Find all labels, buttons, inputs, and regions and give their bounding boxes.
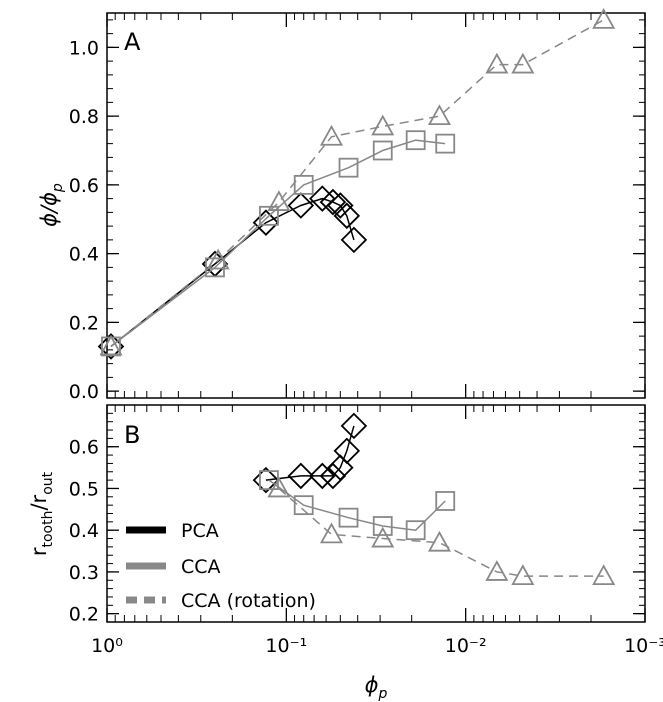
panel-b-line-pca [265, 425, 355, 481]
legend-label-cca: CCA [181, 556, 221, 578]
y-tick-label: 0.4 [69, 244, 99, 266]
y-tick-label: 0.2 [69, 312, 99, 334]
panel-a-series [97, 8, 616, 360]
panel-a-point-cca-rotation [427, 104, 451, 126]
y-tick-label: 0.6 [69, 437, 99, 459]
panel-a-line-pca [110, 197, 355, 347]
panel-b-ticks: 0.2 0.3 0.4 0.5 0.6 10⁰ 10⁻¹ 10⁻² 10⁻³ [69, 404, 663, 657]
panel-a-letter: A [124, 28, 141, 56]
panel-a-point-cca-rotation [592, 8, 616, 29]
panel-b-point-cca-rotation [511, 564, 535, 585]
panel-a-point-pca [327, 192, 354, 219]
panel-b-point-pca [340, 412, 368, 440]
panel-b-point-cca [435, 491, 456, 511]
panel-a-ylabel: ϕ/ϕp [37, 183, 66, 227]
panel-b-ylabel-num: r [27, 547, 51, 556]
panel-b-ylabel-den-sub: out [40, 471, 56, 494]
panel-b-point-pca [287, 462, 315, 490]
panel-a-point-cca-rotation [206, 248, 230, 270]
xlabel-main: ϕ [365, 673, 379, 697]
panel-a-point-cca [405, 130, 426, 151]
panel-a-point-pca [309, 185, 336, 212]
panel-a-ylabel-main: ϕ/ϕ [37, 192, 61, 227]
panel-b-letter: B [124, 421, 140, 449]
panel-b-point-pca [333, 437, 361, 465]
panel-b-point-cca-rotation [592, 564, 616, 585]
y-tick-label: 1.0 [69, 37, 99, 59]
panel-a-point-pca [287, 192, 315, 219]
y-tick-label: 0.8 [69, 106, 99, 128]
y-tick-label: 0.2 [69, 604, 99, 626]
panel-b-ylabel: rtooth/rout [27, 471, 56, 556]
panel-a-point-cca [259, 205, 279, 226]
panel-b-point-cca [338, 507, 359, 528]
x-tick-label: 10⁻³ [624, 635, 663, 657]
panel-b-point-pca [252, 466, 280, 494]
y-tick-label: 0.5 [69, 478, 99, 500]
panel-a-frame [106, 12, 646, 399]
panel-b-point-cca [405, 520, 426, 541]
panel-a-line-cca [110, 139, 446, 347]
legend-label-cca-rotation: CCA (rotation) [181, 590, 316, 612]
legend-label-pca: PCA [181, 520, 219, 542]
panel-a-point-cca-rotation [267, 190, 291, 211]
panel-b-point-cca [372, 516, 393, 536]
xlabel: ϕp [365, 673, 388, 702]
panel-b-point-pca [309, 462, 336, 490]
panel-b-point-cca-rotation [319, 522, 344, 544]
panel-a-point-cca [293, 174, 314, 195]
panel-a-ticks: 0.0 0.2 0.4 0.6 0.8 1.0 [69, 13, 646, 403]
panel-a-line-cca-rotation [110, 19, 605, 347]
panel-b-line-cca [268, 479, 446, 531]
panel-b-series [252, 412, 616, 585]
panel-b-point-cca-rotation [427, 530, 451, 552]
panel-a-point-cca-rotation [485, 52, 509, 74]
panel-a-point-cca [372, 140, 393, 161]
y-tick-label: 0.3 [69, 562, 99, 584]
panel-a-point-cca-rotation [319, 124, 344, 146]
panel-a-point-pca [252, 209, 280, 236]
panel-a-point-cca [205, 257, 225, 278]
legend: PCA CCA CCA (rotation) [126, 520, 316, 612]
panel-b-point-cca [293, 495, 314, 516]
y-tick-label: 0.6 [69, 175, 99, 197]
panel-a-point-pca [340, 226, 368, 254]
panel-b-point-pca [319, 462, 347, 490]
panel-a-point-cca-rotation [99, 334, 123, 356]
panel-b-ylabel-num-sub: tooth [40, 511, 56, 548]
panel-a-ylabel-sub: p [50, 183, 66, 193]
panel-a-point-cca [435, 133, 456, 154]
x-tick-label: 10⁻² [445, 635, 487, 657]
panel-a-point-pca [319, 188, 347, 216]
y-tick-label: 0.4 [69, 520, 99, 542]
panel-a-point-cca-rotation [371, 114, 395, 136]
panel-b-ylabel-slash: / [27, 503, 51, 511]
panel-b-point-cca-rotation [371, 526, 395, 548]
xlabel-sub: p [377, 686, 387, 702]
panel-a-point-cca-rotation [511, 52, 535, 74]
panel-b-point-cca-rotation [267, 476, 291, 498]
panel-a-point-pca [97, 333, 125, 360]
panel-a-point-cca [338, 157, 359, 178]
y-tick-label: 0.0 [69, 381, 99, 403]
panel-a-point-pca [333, 202, 361, 230]
panel-b-ylabel-den: r [27, 494, 51, 503]
panel-b-point-cca-rotation [485, 560, 509, 581]
x-tick-label: 10⁰ [91, 635, 123, 657]
x-tick-label: 10⁻¹ [265, 635, 307, 657]
panel-b-point-pca [327, 454, 354, 481]
